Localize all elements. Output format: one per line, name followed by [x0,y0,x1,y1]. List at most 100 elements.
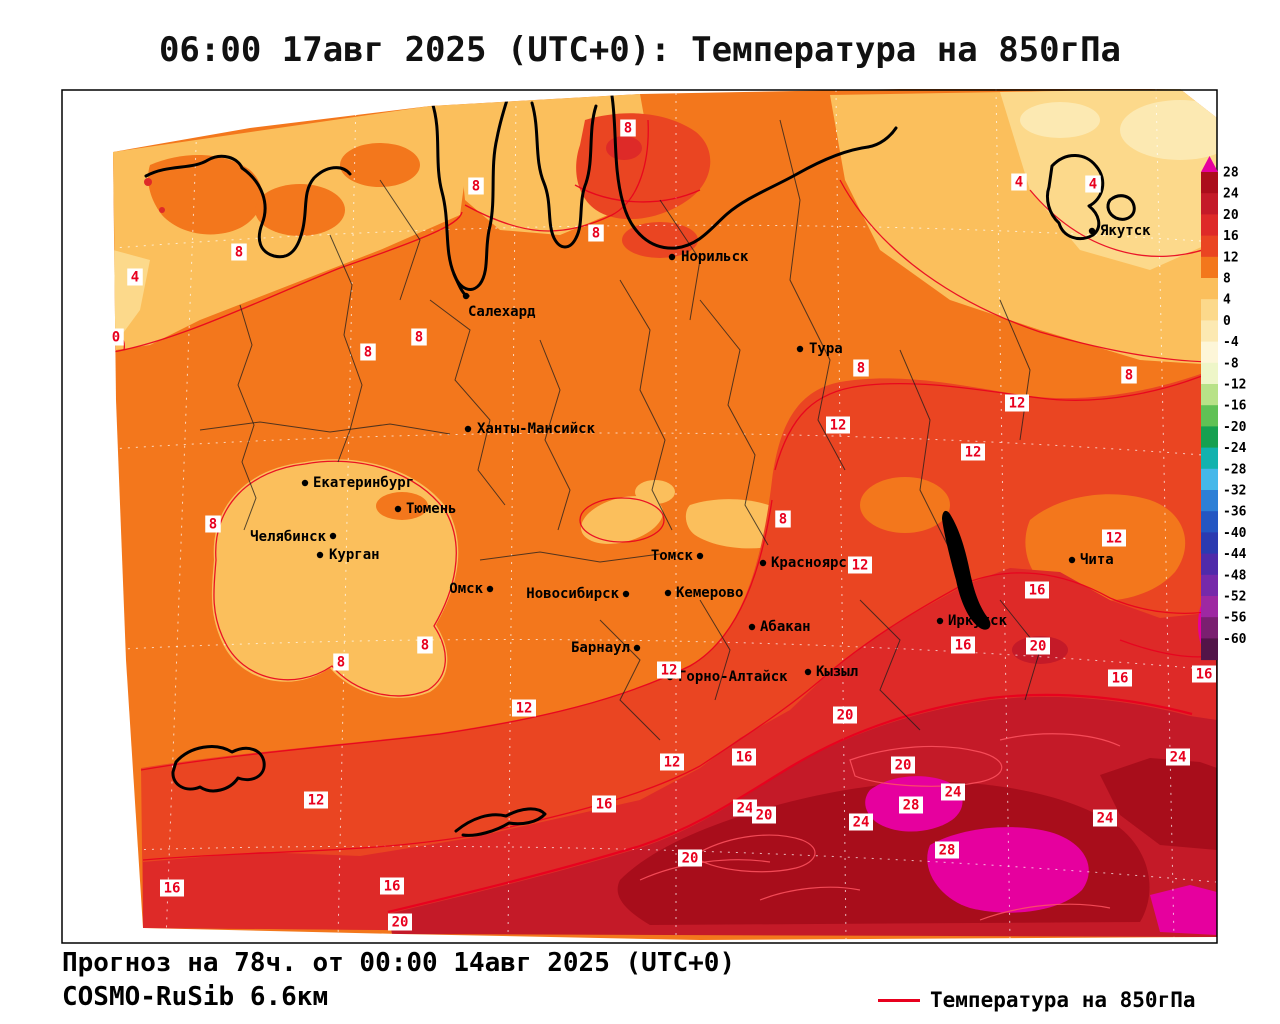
path-shape [995,89,1011,940]
path-shape [379,179,421,301]
contour-label-value: 24 [737,801,754,817]
path-shape [899,349,951,551]
contour-label-value: 4 [131,270,139,286]
path-shape [148,154,263,235]
contour-label-box [127,268,143,286]
path-shape [759,886,861,901]
contour-label-box [961,443,985,461]
footer: Прогноз на 78ч. от 00:00 14авг 2025 (UTC… [62,948,735,1012]
city-marker [936,617,944,625]
forecast-info: Прогноз на 78ч. от 00:00 14авг 2025 (UTC… [62,948,736,978]
colorbar-box [1201,299,1218,321]
contour-label-value: 8 [421,638,429,654]
city-label: Горно-Алтайск [678,669,788,685]
path-shape [619,279,673,531]
path-shape [839,179,1217,363]
contour-label-box [853,359,869,377]
colorbar-tick-label: -16 [1223,399,1247,414]
colorbar-box [1201,214,1218,237]
path-shape [579,497,665,543]
contour-label-box [660,753,684,771]
contour-label-box [1102,529,1126,547]
contour-label-value: 8 [779,512,787,528]
path-shape [113,639,1217,671]
contour-label-box [848,556,872,574]
contour-label-box [733,799,757,817]
contour-label-value: 20 [756,808,773,824]
contour-label-value: 12 [661,663,678,679]
contour-label-box [1108,669,1132,687]
city-marker [759,559,767,567]
contour-label-value: 24 [1097,811,1114,827]
contour-label-box [678,849,702,867]
path-shape [539,339,571,531]
contour-label-value: 8 [857,361,865,377]
contour-label-box [108,328,124,346]
city-marker [633,644,641,652]
contour-label-box [380,877,404,895]
path-shape [574,184,701,203]
coastline-layer [144,94,1136,837]
city-label: Кызыл [816,664,858,680]
path-shape [1150,885,1217,935]
contour-label-value: 8 [235,245,243,261]
contour-label-value: 20 [392,915,409,931]
cities-layer: Норильск Салехард Тура Якутск Ханты-Мансийск… [250,223,1151,685]
colorbar-box [1201,341,1218,364]
colorbar-tick-label: -12 [1223,378,1246,393]
path-shape [454,807,547,837]
ellipse-shape [340,143,420,187]
colorbar-tick-label: 28 [1223,166,1239,181]
contour-label-box [468,177,484,195]
model-info: COSMO-RuSib 6.6км [62,982,329,1012]
isotherm-contours-layer [113,119,1217,921]
city-marker [668,253,676,261]
contour-label-box [826,416,850,434]
colorbar-tick-label: -60 [1223,632,1247,647]
isotherm-line-swatch [878,998,920,1002]
contour-label-value: 24 [1170,750,1187,766]
path-shape [659,199,701,321]
colorbar-tick-label: 24 [1223,187,1239,202]
path-shape [430,98,509,291]
ellipse-shape [1120,100,1217,160]
colorbar-tick-label: 16 [1223,229,1239,244]
city-label: Барнаул [571,640,630,656]
colorbar-box [1201,193,1218,215]
colorbar-tick-label: -8 [1223,356,1239,371]
path-shape [387,693,1193,914]
contour-label-box [231,243,247,261]
colorbar-box [1201,278,1218,300]
lake-baikal [942,510,991,630]
city-label: Салехард [468,304,536,320]
city-label: Иркутск [948,613,1008,629]
contour-label-box [732,748,756,766]
path-shape [779,119,846,471]
city-marker [329,532,337,540]
path-shape [1025,494,1186,602]
path-shape [699,299,769,546]
contour-label-value: 8 [1125,368,1133,384]
colorbar-box [1201,362,1218,385]
contour-label-box [304,791,328,809]
contour-label-value: 12 [516,701,533,717]
contour-label-value: 28 [903,798,920,814]
contour-label-value: 4 [1089,177,1097,193]
colorbar-tick-label: -24 [1223,441,1247,456]
path-shape [171,745,266,793]
contour-label-value: 16 [955,638,972,654]
city-label: Курган [329,547,380,563]
colorbar-tick-label: 0 [1223,314,1231,329]
path-shape [1155,89,1175,940]
contour-label-value: 16 [736,750,753,766]
ellipse-shape [1020,102,1100,138]
colorbar-tick-label: -44 [1223,547,1247,562]
contour-label-value: 16 [384,879,401,895]
city-label: Норильск [681,249,749,265]
contour-label-box [333,653,349,671]
city-marker [804,668,812,676]
path-shape [1100,758,1217,850]
contour-label-value: 16 [1196,667,1213,683]
temperature-colorbar: 28 24 20 16 12 8 4 0 -4 -8 -12 -16 -20 -24 -28 -32 -36 -4… [1201,156,1247,661]
contour-label-box [1166,748,1190,766]
